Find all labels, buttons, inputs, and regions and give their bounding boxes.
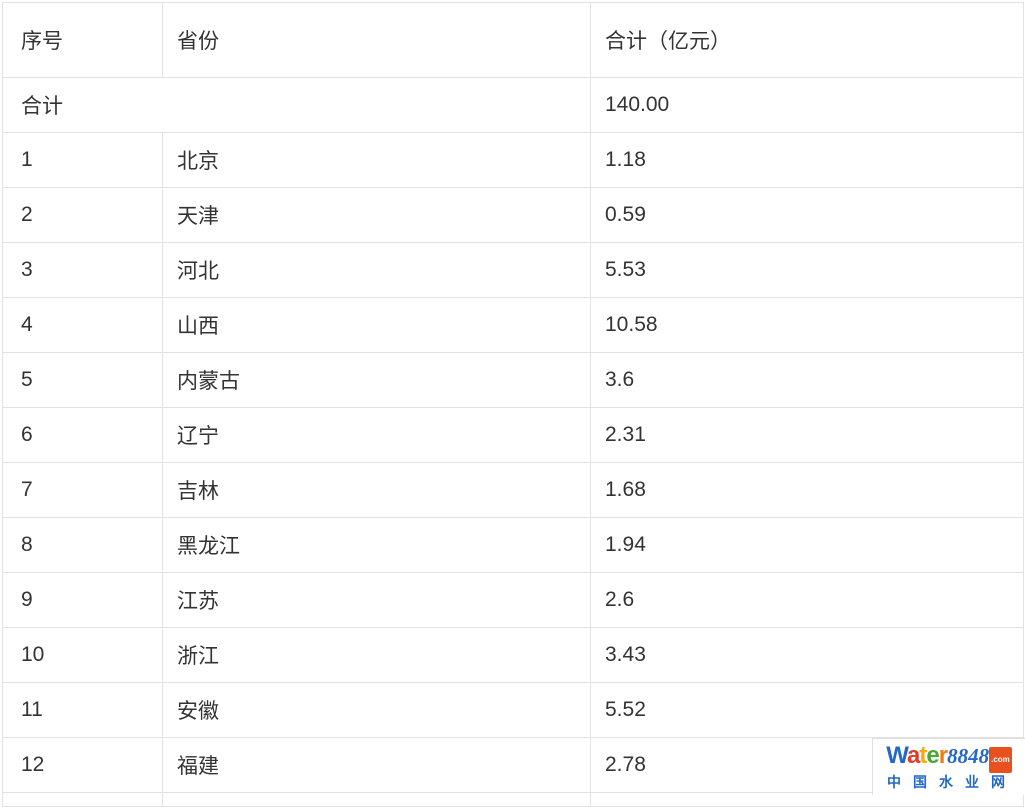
cell-serial: 5 (2, 352, 163, 408)
cell-province: 安徽 (162, 682, 591, 738)
brand-letter: e (926, 742, 939, 769)
table-row: 7 吉林 1.68 (2, 462, 1024, 518)
cell-serial: 11 (2, 682, 163, 738)
cell-province: 天津 (162, 187, 591, 243)
table-row: 4 山西 10.58 (2, 297, 1024, 353)
table-row: 10 浙江 3.43 (2, 627, 1024, 683)
table-row: 2 天津 0.59 (2, 187, 1024, 243)
water8848-watermark-logo: Water8848 .com 中国水业网 (872, 738, 1025, 795)
cell-province: 北京 (162, 132, 591, 188)
cell-province: 江苏 (162, 572, 591, 628)
cell-serial: 9 (2, 572, 163, 628)
cell-province: 河北 (162, 242, 591, 298)
cell-value: 1.18 (590, 132, 1024, 188)
cell-province: 内蒙古 (162, 352, 591, 408)
cell-province: 山西 (162, 297, 591, 353)
brand-letter: r (938, 742, 948, 769)
cell-serial: 4 (2, 297, 163, 353)
brand-letter: t (919, 742, 927, 769)
cell-value: 2.6 (590, 572, 1024, 628)
cell-province: 浙江 (162, 627, 591, 683)
total-row: 合计 140.00 (2, 77, 1024, 133)
cell-value: 5.53 (590, 242, 1024, 298)
cell-value: 2.31 (590, 407, 1024, 463)
brand-letter: a (907, 742, 920, 769)
cell-province: 吉林 (162, 462, 591, 518)
cell-value: 3.43 (590, 627, 1024, 683)
brand-letter: W (886, 742, 908, 769)
column-header-serial: 序号 (2, 2, 163, 78)
cell-serial: 8 (2, 517, 163, 573)
brand-number-8848: 8848 (947, 744, 990, 768)
column-header-total: 合计（亿元） (590, 2, 1024, 78)
cell-province: 黑龙江 (162, 517, 591, 573)
table-header-row: 序号 省份 合计（亿元） (2, 2, 1024, 78)
cell-province: 福建 (162, 737, 591, 793)
table-row: 6 辽宁 2.31 (2, 407, 1024, 463)
column-header-province: 省份 (162, 2, 591, 78)
cell-value: 10.58 (590, 297, 1024, 353)
table-row: 9 江苏 2.6 (2, 572, 1024, 628)
cell-serial: 3 (2, 242, 163, 298)
table-row: 8 黑龙江 1.94 (2, 517, 1024, 573)
cell-value: 3.6 (590, 352, 1024, 408)
cell-value: 5.52 (590, 682, 1024, 738)
dot-com-badge: .com (989, 747, 1012, 773)
cell-serial: 7 (2, 462, 163, 518)
table-row: 1 北京 1.18 (2, 132, 1024, 188)
brand-tagline-chinese: 中国水业网 (887, 774, 1017, 790)
cell-serial: 12 (2, 737, 163, 793)
table-row: 3 河北 5.53 (2, 242, 1024, 298)
total-row-label: 合计 (2, 77, 591, 133)
cell-serial: 1 (2, 132, 163, 188)
cell-serial: 6 (2, 407, 163, 463)
cell-province: 辽宁 (162, 407, 591, 463)
table-row: 11 安徽 5.52 (2, 682, 1024, 738)
total-row-value: 140.00 (590, 77, 1024, 133)
brand-word-water: Water (886, 742, 948, 769)
water8848-brand-line: Water8848 .com (873, 743, 1025, 774)
cell-serial: 2 (2, 187, 163, 243)
table-row: 5 内蒙古 3.6 (2, 352, 1024, 408)
table-row: 12 福建 2.78 (2, 737, 1024, 793)
cell-value: 1.68 (590, 462, 1024, 518)
cell-value: 1.94 (590, 517, 1024, 573)
cell-value: 0.59 (590, 187, 1024, 243)
cell-serial: 10 (2, 627, 163, 683)
